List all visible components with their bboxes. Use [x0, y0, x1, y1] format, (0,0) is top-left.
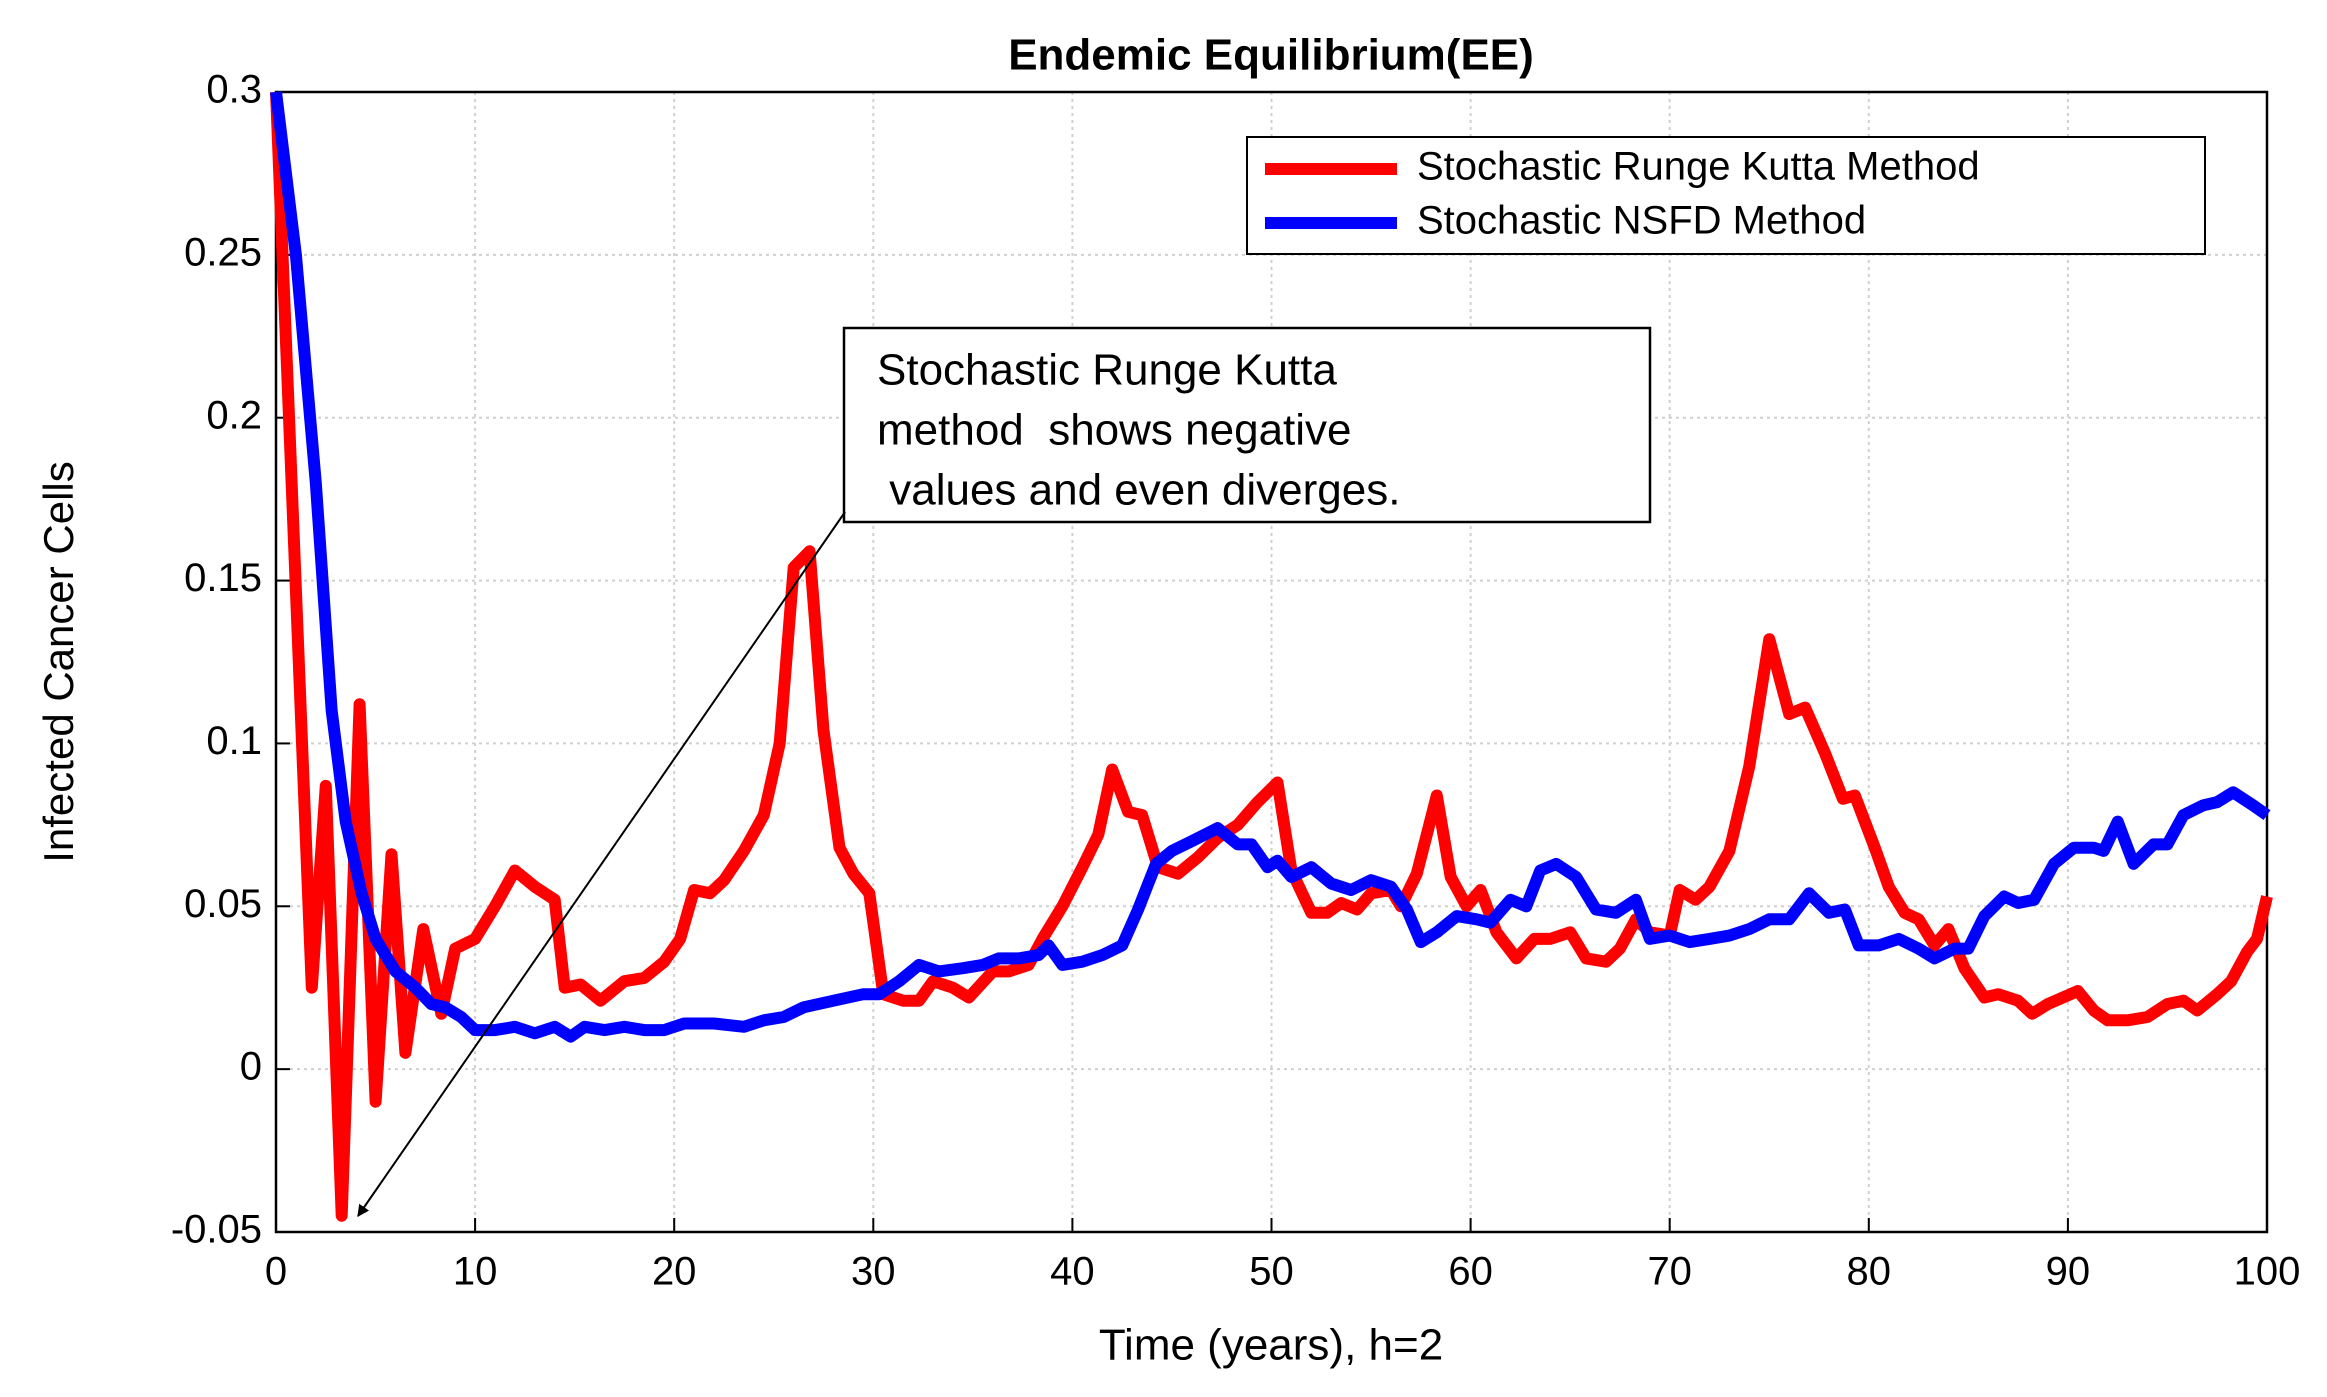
y-tick-label: 0 — [240, 1045, 262, 1089]
y-tick-label: 0.15 — [184, 556, 262, 600]
y-tick-label: 0.1 — [206, 719, 262, 763]
x-axis-label: Time (years), h=2 — [1099, 1321, 1443, 1370]
y-tick-label: 0.05 — [184, 882, 262, 926]
annotation-text: method shows negative — [877, 406, 1352, 455]
annotation-box — [842, 326, 1652, 524]
y-tick-label: -0.05 — [171, 1208, 262, 1252]
legend-label: Stochastic Runge Kutta Method — [1417, 145, 1980, 189]
annotation-text: Stochastic Runge Kutta — [877, 346, 1337, 395]
x-tick-label: 40 — [1050, 1250, 1095, 1294]
plot-frame — [274, 90, 2269, 1234]
chart-title: Endemic Equilibrium(EE) — [1008, 31, 1534, 80]
y-axis-label: Infected Cancer Cells — [35, 461, 82, 863]
x-tick-label: 100 — [2234, 1250, 2301, 1294]
legend-box — [1246, 136, 2206, 255]
data-line — [270, 91, 2271, 1043]
x-tick-label: 10 — [453, 1250, 498, 1294]
x-tick-label: 0 — [265, 1250, 287, 1294]
x-tick-label: 30 — [851, 1250, 896, 1294]
x-tick-label: 80 — [1847, 1250, 1892, 1294]
x-tick-label: 60 — [1448, 1250, 1493, 1294]
annotation-text: values and even diverges. — [877, 466, 1400, 515]
data-line — [270, 91, 2273, 1222]
y-tick-label: 0.2 — [206, 393, 262, 437]
y-tick-label: 0.25 — [184, 230, 262, 274]
x-tick-label: 50 — [1249, 1250, 1294, 1294]
x-tick-label: 70 — [1647, 1250, 1692, 1294]
annotation-arrow — [357, 511, 846, 1217]
y-tick-label: 0.3 — [206, 68, 262, 112]
x-tick-label: 20 — [652, 1250, 697, 1294]
legend-label: Stochastic NSFD Method — [1417, 199, 1866, 243]
x-tick-label: 90 — [2046, 1250, 2091, 1294]
